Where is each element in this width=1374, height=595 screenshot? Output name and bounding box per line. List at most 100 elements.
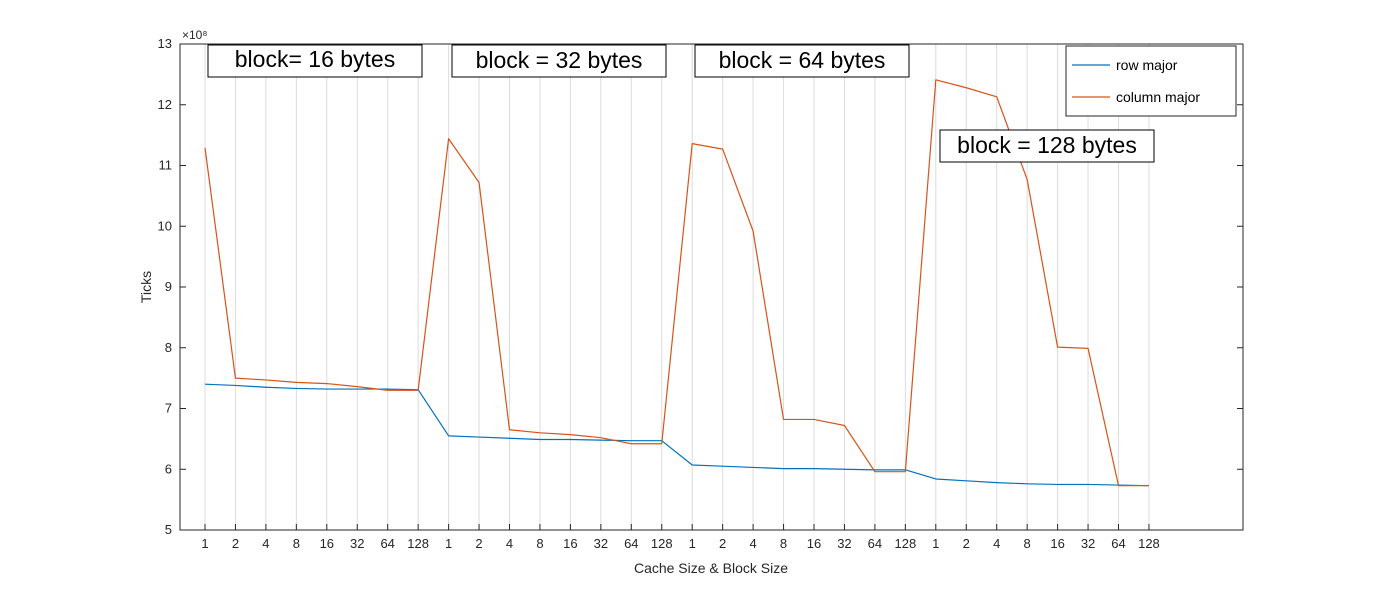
data-point-column-major bbox=[356, 385, 359, 388]
data-point-row-major bbox=[508, 437, 511, 440]
x-tick-label: 2 bbox=[475, 536, 482, 551]
data-point-column-major bbox=[843, 424, 846, 427]
data-point-column-major bbox=[934, 78, 937, 81]
data-point-row-major bbox=[995, 481, 998, 484]
x-tick-label: 4 bbox=[993, 536, 1000, 551]
x-tick-label: 2 bbox=[719, 536, 726, 551]
data-point-column-major bbox=[538, 431, 541, 434]
data-point-column-major bbox=[447, 137, 450, 140]
data-point-row-major bbox=[843, 468, 846, 471]
data-point-column-major bbox=[1026, 178, 1029, 181]
x-tick-label: 64 bbox=[1111, 536, 1125, 551]
annotation-block-16: block= 16 bytes bbox=[207, 44, 423, 78]
data-point-column-major bbox=[508, 428, 511, 431]
data-point-column-major bbox=[813, 418, 816, 421]
x-tick-label: 32 bbox=[1081, 536, 1095, 551]
x-tick-label: 4 bbox=[749, 536, 756, 551]
y-tick-label: 9 bbox=[165, 279, 172, 294]
y-axis-exponent: ×10⁸ bbox=[182, 28, 207, 42]
x-tick-label: 1 bbox=[201, 536, 208, 551]
data-point-column-major bbox=[386, 389, 389, 392]
data-point-row-major bbox=[813, 467, 816, 470]
y-axis-label: Ticks bbox=[138, 271, 154, 303]
x-tick-label: 128 bbox=[1138, 536, 1160, 551]
data-point-row-major bbox=[721, 465, 724, 468]
data-point-column-major bbox=[325, 382, 328, 385]
x-tick-label: 1 bbox=[689, 536, 696, 551]
data-point-column-major bbox=[1087, 347, 1090, 350]
y-tick-label: 11 bbox=[159, 158, 173, 173]
data-point-column-major bbox=[478, 181, 481, 184]
data-point-row-major bbox=[1056, 483, 1059, 486]
x-tick-label: 32 bbox=[350, 536, 364, 551]
x-tick-label: 16 bbox=[1050, 536, 1064, 551]
annotation-block-32-text: block = 32 bytes bbox=[476, 47, 643, 73]
data-point-column-major bbox=[995, 95, 998, 98]
x-tick-label: 8 bbox=[536, 536, 543, 551]
x-tick-label: 32 bbox=[837, 536, 851, 551]
data-point-row-major bbox=[752, 466, 755, 469]
data-point-row-major bbox=[447, 434, 450, 437]
data-point-row-major bbox=[1087, 483, 1090, 486]
annotation-block-32: block = 32 bytes bbox=[451, 44, 667, 78]
annotation-block-16-text: block= 16 bytes bbox=[235, 46, 395, 72]
data-point-column-major bbox=[660, 442, 663, 445]
legend-label-column-major: column major bbox=[1116, 89, 1200, 105]
data-point-row-major bbox=[478, 436, 481, 439]
data-point-row-major bbox=[264, 386, 267, 389]
x-tick-label: 4 bbox=[506, 536, 513, 551]
data-point-column-major bbox=[204, 146, 207, 149]
data-point-column-major bbox=[1056, 346, 1059, 349]
y-tick-label: 7 bbox=[165, 401, 172, 416]
x-tick-label: 16 bbox=[563, 536, 577, 551]
x-tick-label: 1 bbox=[445, 536, 452, 551]
x-tick-label: 16 bbox=[807, 536, 821, 551]
x-tick-label: 128 bbox=[407, 536, 429, 551]
x-axis: 1 2 4 8 16 32 64 128 1 2 4 8 16 32 64 128 1 2 4 8 16 32 64 128 1… bbox=[201, 524, 1160, 551]
x-tick-label: 4 bbox=[262, 536, 269, 551]
x-tick-label: 32 bbox=[594, 536, 608, 551]
data-point-column-major bbox=[691, 142, 694, 145]
annotation-block-64: block = 64 bytes bbox=[694, 44, 910, 78]
y-tick-label: 6 bbox=[165, 461, 172, 476]
annotation-block-128: block = 128 bytes bbox=[939, 129, 1155, 163]
data-point-column-major bbox=[873, 470, 876, 473]
y-tick-label: 10 bbox=[158, 218, 172, 233]
data-point-column-major bbox=[234, 377, 237, 380]
data-point-row-major bbox=[1026, 482, 1029, 485]
data-point-column-major bbox=[752, 230, 755, 233]
y-tick-label: 8 bbox=[165, 340, 172, 355]
data-point-column-major bbox=[1147, 484, 1150, 487]
data-point-row-major bbox=[691, 463, 694, 466]
y-tick-label: 13 bbox=[158, 36, 172, 51]
x-tick-label: 16 bbox=[320, 536, 334, 551]
data-point-row-major bbox=[782, 467, 785, 470]
data-point-row-major bbox=[295, 387, 298, 390]
data-point-column-major bbox=[295, 381, 298, 384]
y-tick-label: 5 bbox=[165, 522, 172, 537]
grid-lines bbox=[204, 44, 1150, 530]
data-point-row-major bbox=[325, 388, 328, 391]
data-point-column-major bbox=[599, 436, 602, 439]
data-point-column-major bbox=[782, 418, 785, 421]
data-point-row-major bbox=[569, 438, 572, 441]
x-tick-label: 64 bbox=[868, 536, 882, 551]
series-line-row-major bbox=[204, 383, 1149, 487]
x-tick-label: 8 bbox=[293, 536, 300, 551]
x-tick-label: 8 bbox=[1024, 536, 1031, 551]
data-point-column-major bbox=[264, 378, 267, 381]
x-axis-label: Cache Size & Block Size bbox=[634, 560, 788, 576]
annotation-block-128-text: block = 128 bytes bbox=[957, 132, 1137, 158]
data-point-row-major bbox=[934, 477, 937, 480]
x-tick-label: 64 bbox=[624, 536, 638, 551]
data-point-row-major bbox=[204, 383, 207, 386]
data-point-column-major bbox=[417, 389, 420, 392]
x-tick-label: 2 bbox=[963, 536, 970, 551]
data-point-row-major bbox=[234, 384, 237, 387]
annotation-block-64-text: block = 64 bytes bbox=[719, 47, 886, 73]
data-point-column-major bbox=[965, 86, 968, 89]
data-point-column-major bbox=[904, 470, 907, 473]
data-point-column-major bbox=[630, 442, 633, 445]
legend-label-row-major: row major bbox=[1116, 57, 1178, 73]
